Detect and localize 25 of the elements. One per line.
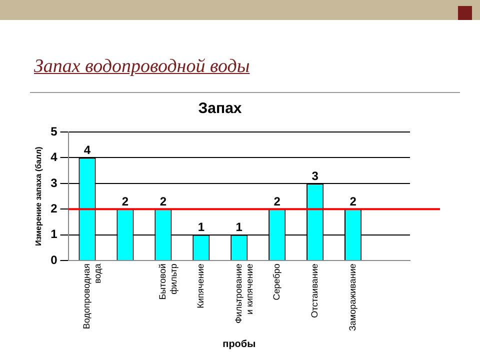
data-label: 4 [84, 143, 91, 158]
x-tick-label: Отстаивание [310, 264, 320, 318]
y-tick-label: 0 [50, 252, 58, 267]
x-tick-label: Серебро [272, 264, 282, 300]
data-label: 1 [236, 220, 243, 234]
chart-title: Запах водопроводной воды [34, 56, 250, 78]
x-tick-label: Водопроводная вода [82, 264, 103, 330]
data-label: 2 [160, 194, 167, 208]
data-label: 2 [274, 194, 281, 208]
chart-subtitle: Запах [198, 100, 242, 118]
data-label: 2 [122, 194, 129, 208]
y-tick-label: 1 [50, 227, 58, 242]
y-axis-title: Измерение запаха (балл) [34, 146, 44, 246]
y-tick-label: 2 [50, 201, 58, 216]
data-label: 2 [350, 194, 357, 208]
x-tick-label: Замораживание [348, 264, 358, 332]
data-label: 1 [198, 220, 205, 234]
x-tick-label: Бытовой фильтр [158, 264, 178, 300]
x-tick-label: Кипячение [196, 264, 206, 308]
data-label: 3 [312, 168, 319, 183]
y-tick-label: 3 [50, 176, 58, 190]
x-tick-label: Фильтрование и кипячение [234, 264, 254, 324]
y-tick-label: 4 [50, 150, 58, 164]
y-tick-label: 5 [50, 124, 58, 138]
x-axis-title: пробы [222, 338, 256, 350]
